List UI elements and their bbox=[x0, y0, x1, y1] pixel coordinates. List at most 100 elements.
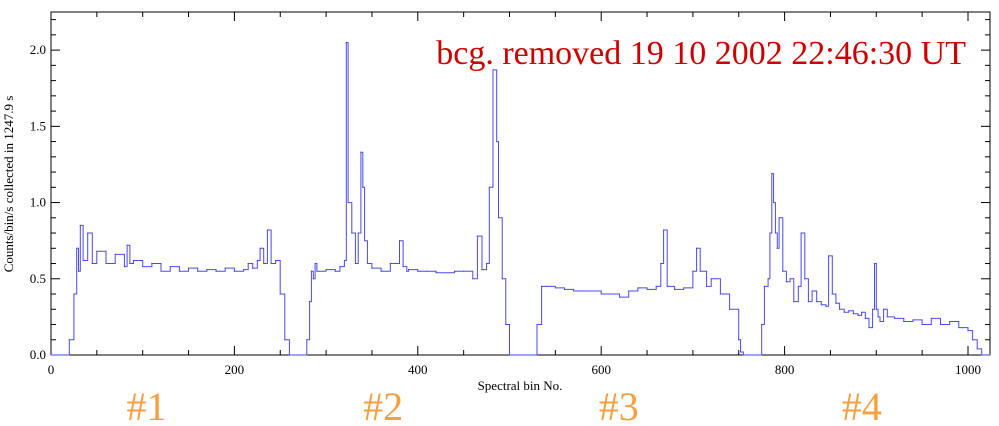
data-point bbox=[497, 217, 500, 219]
data-point bbox=[505, 323, 507, 326]
data-point bbox=[864, 317, 866, 320]
data-point bbox=[912, 319, 914, 321]
data-point bbox=[958, 326, 960, 329]
region-labels: #1 #2 #3 #4 bbox=[127, 384, 882, 426]
data-point bbox=[877, 316, 879, 318]
data-point bbox=[513, 354, 515, 356]
data-point bbox=[554, 287, 556, 289]
data-point bbox=[371, 267, 373, 269]
data-point bbox=[883, 308, 885, 310]
region-label: #4 bbox=[842, 384, 882, 426]
y-axis-label: Counts/bin/s collected in 1247.9 s bbox=[1, 96, 16, 273]
data-point bbox=[807, 301, 810, 303]
x-tick-label: 0 bbox=[48, 362, 55, 377]
data-point bbox=[266, 229, 269, 231]
data-point bbox=[811, 290, 813, 292]
data-point bbox=[275, 259, 277, 262]
data-point bbox=[496, 140, 498, 143]
data-point bbox=[187, 267, 190, 269]
data-point bbox=[68, 339, 70, 341]
data-point bbox=[233, 270, 235, 272]
data-point bbox=[408, 269, 410, 271]
data-point bbox=[77, 270, 80, 272]
data-point bbox=[270, 262, 272, 265]
data-point bbox=[308, 301, 311, 303]
x-tick-label: 800 bbox=[775, 362, 795, 377]
data-point bbox=[178, 270, 180, 272]
data-point bbox=[481, 269, 483, 271]
data-point bbox=[673, 288, 676, 291]
data-point bbox=[463, 270, 465, 272]
data-point bbox=[776, 247, 778, 249]
data-point bbox=[132, 259, 135, 262]
data-point bbox=[582, 290, 584, 292]
data-point bbox=[706, 285, 708, 287]
data-point bbox=[967, 330, 969, 332]
data-point bbox=[683, 287, 685, 289]
data-point bbox=[894, 317, 896, 320]
data-point bbox=[939, 323, 942, 326]
data-point bbox=[472, 278, 474, 280]
data-point bbox=[797, 285, 799, 287]
data-point bbox=[325, 269, 327, 271]
data-point bbox=[655, 285, 657, 287]
data-point bbox=[347, 201, 349, 204]
chart-annotation: bcg. removed 19 10 2002 22:46:30 UT bbox=[436, 35, 966, 72]
data-point bbox=[778, 217, 780, 219]
x-tick-labels: 0 200 400 600 800 1000 bbox=[48, 362, 981, 377]
data-point bbox=[197, 270, 199, 272]
data-point bbox=[989, 354, 991, 356]
data-point bbox=[772, 201, 775, 204]
data-point bbox=[763, 285, 766, 287]
data-point bbox=[695, 247, 698, 249]
data-point bbox=[930, 317, 932, 320]
data-point bbox=[206, 269, 208, 271]
data-point bbox=[426, 270, 428, 272]
data-point bbox=[756, 354, 758, 356]
data-point bbox=[488, 186, 490, 188]
data-point bbox=[536, 323, 538, 326]
data-point bbox=[831, 293, 833, 295]
data-point bbox=[169, 265, 171, 268]
data-point bbox=[825, 305, 827, 307]
x-tick-label: 400 bbox=[408, 362, 428, 377]
data-point bbox=[985, 354, 987, 356]
data-point bbox=[160, 270, 162, 272]
x-axis-label: Spectral bin No. bbox=[478, 378, 563, 393]
data-point bbox=[398, 240, 401, 242]
data-point bbox=[646, 288, 648, 291]
data-point bbox=[284, 339, 286, 341]
y-tick-label: 0.5 bbox=[30, 271, 46, 286]
data-point bbox=[50, 354, 52, 356]
data-point bbox=[886, 316, 888, 318]
data-point bbox=[334, 270, 336, 272]
data-point bbox=[771, 172, 773, 175]
data-point bbox=[861, 311, 863, 313]
y-tick-label: 1.5 bbox=[30, 118, 46, 133]
data-point bbox=[87, 232, 89, 234]
data-point bbox=[738, 339, 740, 341]
data-point bbox=[105, 262, 107, 265]
data-point bbox=[76, 247, 78, 249]
data-point bbox=[351, 232, 353, 234]
data-point bbox=[835, 302, 837, 304]
data-point bbox=[312, 278, 314, 280]
data-point bbox=[879, 320, 881, 323]
data-point bbox=[263, 262, 265, 265]
data-point bbox=[875, 308, 877, 310]
data-point bbox=[873, 262, 876, 265]
y-tick-label: 2.0 bbox=[30, 42, 46, 57]
data-point bbox=[114, 253, 116, 255]
data-point bbox=[852, 313, 854, 315]
x-tick-label: 200 bbox=[225, 362, 245, 377]
data-point bbox=[242, 269, 245, 271]
data-point bbox=[417, 270, 419, 272]
data-point bbox=[357, 232, 359, 234]
data-point bbox=[343, 259, 346, 262]
data-point bbox=[299, 354, 302, 356]
data-point bbox=[618, 296, 621, 298]
data-point bbox=[872, 308, 874, 310]
data-point bbox=[728, 308, 731, 310]
y-tick-label: 1.0 bbox=[30, 195, 46, 210]
data-point bbox=[971, 339, 974, 341]
